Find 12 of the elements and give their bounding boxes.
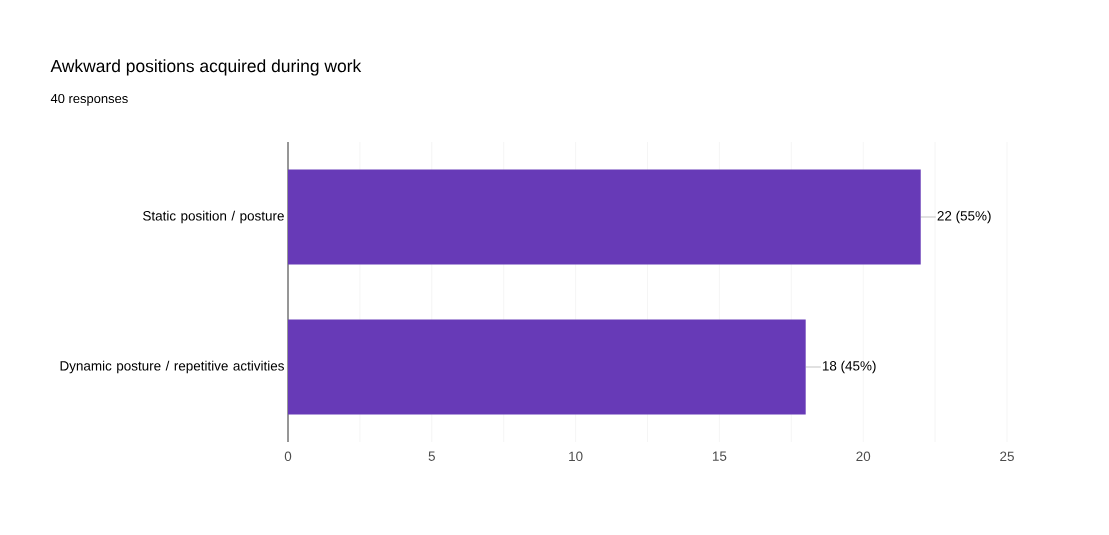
y-tick-label: Dynamic posture / repetitive activities xyxy=(60,360,284,374)
x-tick-label: 20 xyxy=(856,451,871,462)
x-tick-label: 15 xyxy=(712,451,727,461)
x-tick-label: 0 xyxy=(284,451,292,462)
y-tick-label: Static position / posture xyxy=(143,210,284,224)
x-tick-label: 25 xyxy=(1000,451,1014,462)
text: 40 responses xyxy=(50,93,128,106)
data-label: 22 (55%) xyxy=(937,210,991,224)
x-tick-label: 10 xyxy=(569,451,583,462)
data-label: 18 (45%) xyxy=(822,360,876,374)
chart-title: Awkward positions acquired during work xyxy=(50,59,362,76)
x-tick-label: 5 xyxy=(428,451,435,461)
